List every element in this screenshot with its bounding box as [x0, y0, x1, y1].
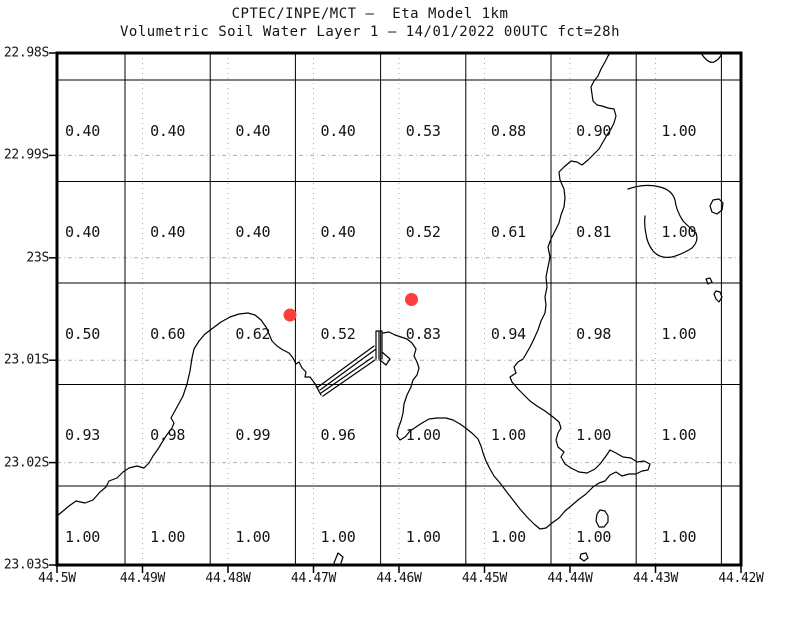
- grid-cell-value: 0.93: [65, 426, 100, 445]
- grid-cell-value: 1.00: [65, 527, 100, 546]
- islet: [705, 277, 713, 285]
- grid-cell-value: 0.40: [235, 223, 271, 242]
- x-axis-tick-label: 44.5W: [38, 571, 76, 586]
- grid-cell-value: 0.52: [405, 223, 441, 242]
- y-axis-tick-label: 23S: [26, 250, 49, 266]
- grid-cell-value: 0.40: [150, 223, 186, 242]
- islet: [579, 552, 589, 562]
- y-axis-tick-label: 23.03S: [3, 557, 49, 573]
- grid-cell-value: 1.00: [150, 527, 186, 546]
- model-grid-layer: [57, 53, 741, 565]
- y-axis-tick-label: 23.02S: [3, 455, 49, 471]
- island: [595, 509, 609, 528]
- grid-cell-value: 1.00: [661, 324, 697, 343]
- grid-cell-value: 1.00: [405, 426, 441, 445]
- island: [709, 198, 724, 215]
- grid-cell-value: 0.50: [65, 324, 100, 343]
- grid-cell-value: 0.40: [65, 223, 100, 242]
- grid-cell-value: 0.98: [150, 426, 186, 445]
- grid-cell-value: 0.53: [405, 121, 441, 140]
- pier-head: [375, 330, 383, 360]
- grid-cell-value: 0.60: [150, 324, 186, 343]
- y-axis-tick-label: 22.99S: [3, 147, 49, 163]
- islet: [713, 290, 723, 303]
- grid-cell-value: 0.99: [235, 426, 271, 445]
- grid-cell-value: 1.00: [405, 527, 441, 546]
- station-marker-dot: [405, 293, 418, 306]
- coastline-east-mainland: [382, 52, 651, 530]
- x-axis-tick-label: 44.46W: [376, 571, 422, 586]
- grid-cell-value: 1.00: [661, 223, 697, 242]
- graticule-layer: [57, 53, 741, 565]
- x-axis-tick-label: 44.44W: [547, 571, 593, 586]
- grid-cell-value: 1.00: [661, 121, 697, 140]
- grid-cell-value: 0.96: [320, 426, 356, 445]
- station-marker-dot: [283, 308, 297, 322]
- x-axis-tick-label: 44.48W: [205, 571, 251, 586]
- grid-cell-value: 0.40: [65, 121, 100, 140]
- x-axis-tick-label: 44.42W: [718, 571, 764, 586]
- chart-title: CPTEC/INPE/MCT — Eta Model 1km: [231, 6, 509, 22]
- grid-cell-value: 0.90: [576, 121, 612, 140]
- chart-subtitle: Volumetric Soil Water Layer 1 — 14/01/20…: [119, 24, 620, 40]
- grid-cell-value: 0.81: [576, 223, 612, 242]
- grid-cell-value: 1.00: [320, 527, 356, 546]
- grid-cell-value: 1.00: [235, 527, 271, 546]
- grid-cell-value: 0.40: [150, 121, 186, 140]
- grid-cell-value: 1.00: [490, 426, 526, 445]
- jetty-arm-upper: [317, 345, 375, 388]
- jetty-arm-upper-2: [319, 348, 377, 391]
- grid-cell-value: 1.00: [490, 527, 526, 546]
- grid-cell-value: 0.40: [235, 121, 271, 140]
- x-axis-tick-label: 44.49W: [119, 571, 166, 586]
- grid-cell-value: 0.52: [320, 324, 356, 343]
- islet: [333, 552, 344, 564]
- grid-cell-value: 1.00: [576, 426, 612, 445]
- pier-head-hook: [379, 351, 391, 366]
- coastline-right-cove: [627, 184, 698, 258]
- x-axis-tick-label: 44.43W: [632, 571, 679, 586]
- grid-cell-value: 0.62: [235, 324, 271, 343]
- axis-ticks-layer: [49, 52, 742, 573]
- grid-cell-value: 1.00: [661, 527, 697, 546]
- coastline-west-mainland: [56, 312, 319, 517]
- plot-border: [55, 51, 743, 567]
- grid-cell-value: 0.40: [320, 223, 356, 242]
- grid-cell-value: 0.94: [490, 324, 526, 343]
- grid-cell-value: 1.00: [661, 426, 697, 445]
- y-axis-tick-label: 22.98S: [3, 45, 49, 61]
- jetty-arm-lower-2: [322, 359, 376, 397]
- grid-cell-value: 0.61: [490, 223, 526, 242]
- y-axis-tick-label: 23.01S: [3, 352, 49, 368]
- grid-cell-value: 0.40: [320, 121, 356, 140]
- jetty-root-cap: [315, 385, 322, 396]
- grid-cell-value: 0.98: [576, 324, 612, 343]
- grid-cell-value: 0.83: [405, 324, 441, 343]
- x-axis-tick-label: 44.45W: [461, 571, 508, 586]
- grid-cell-value: 0.88: [490, 121, 526, 140]
- jetty-arm-lower: [320, 356, 374, 394]
- x-axis-tick-label: 44.47W: [290, 571, 337, 586]
- coastline-layer: [56, 52, 724, 564]
- grid-cell-value: 1.00: [576, 527, 612, 546]
- coastline-top-right-arc: [700, 52, 723, 63]
